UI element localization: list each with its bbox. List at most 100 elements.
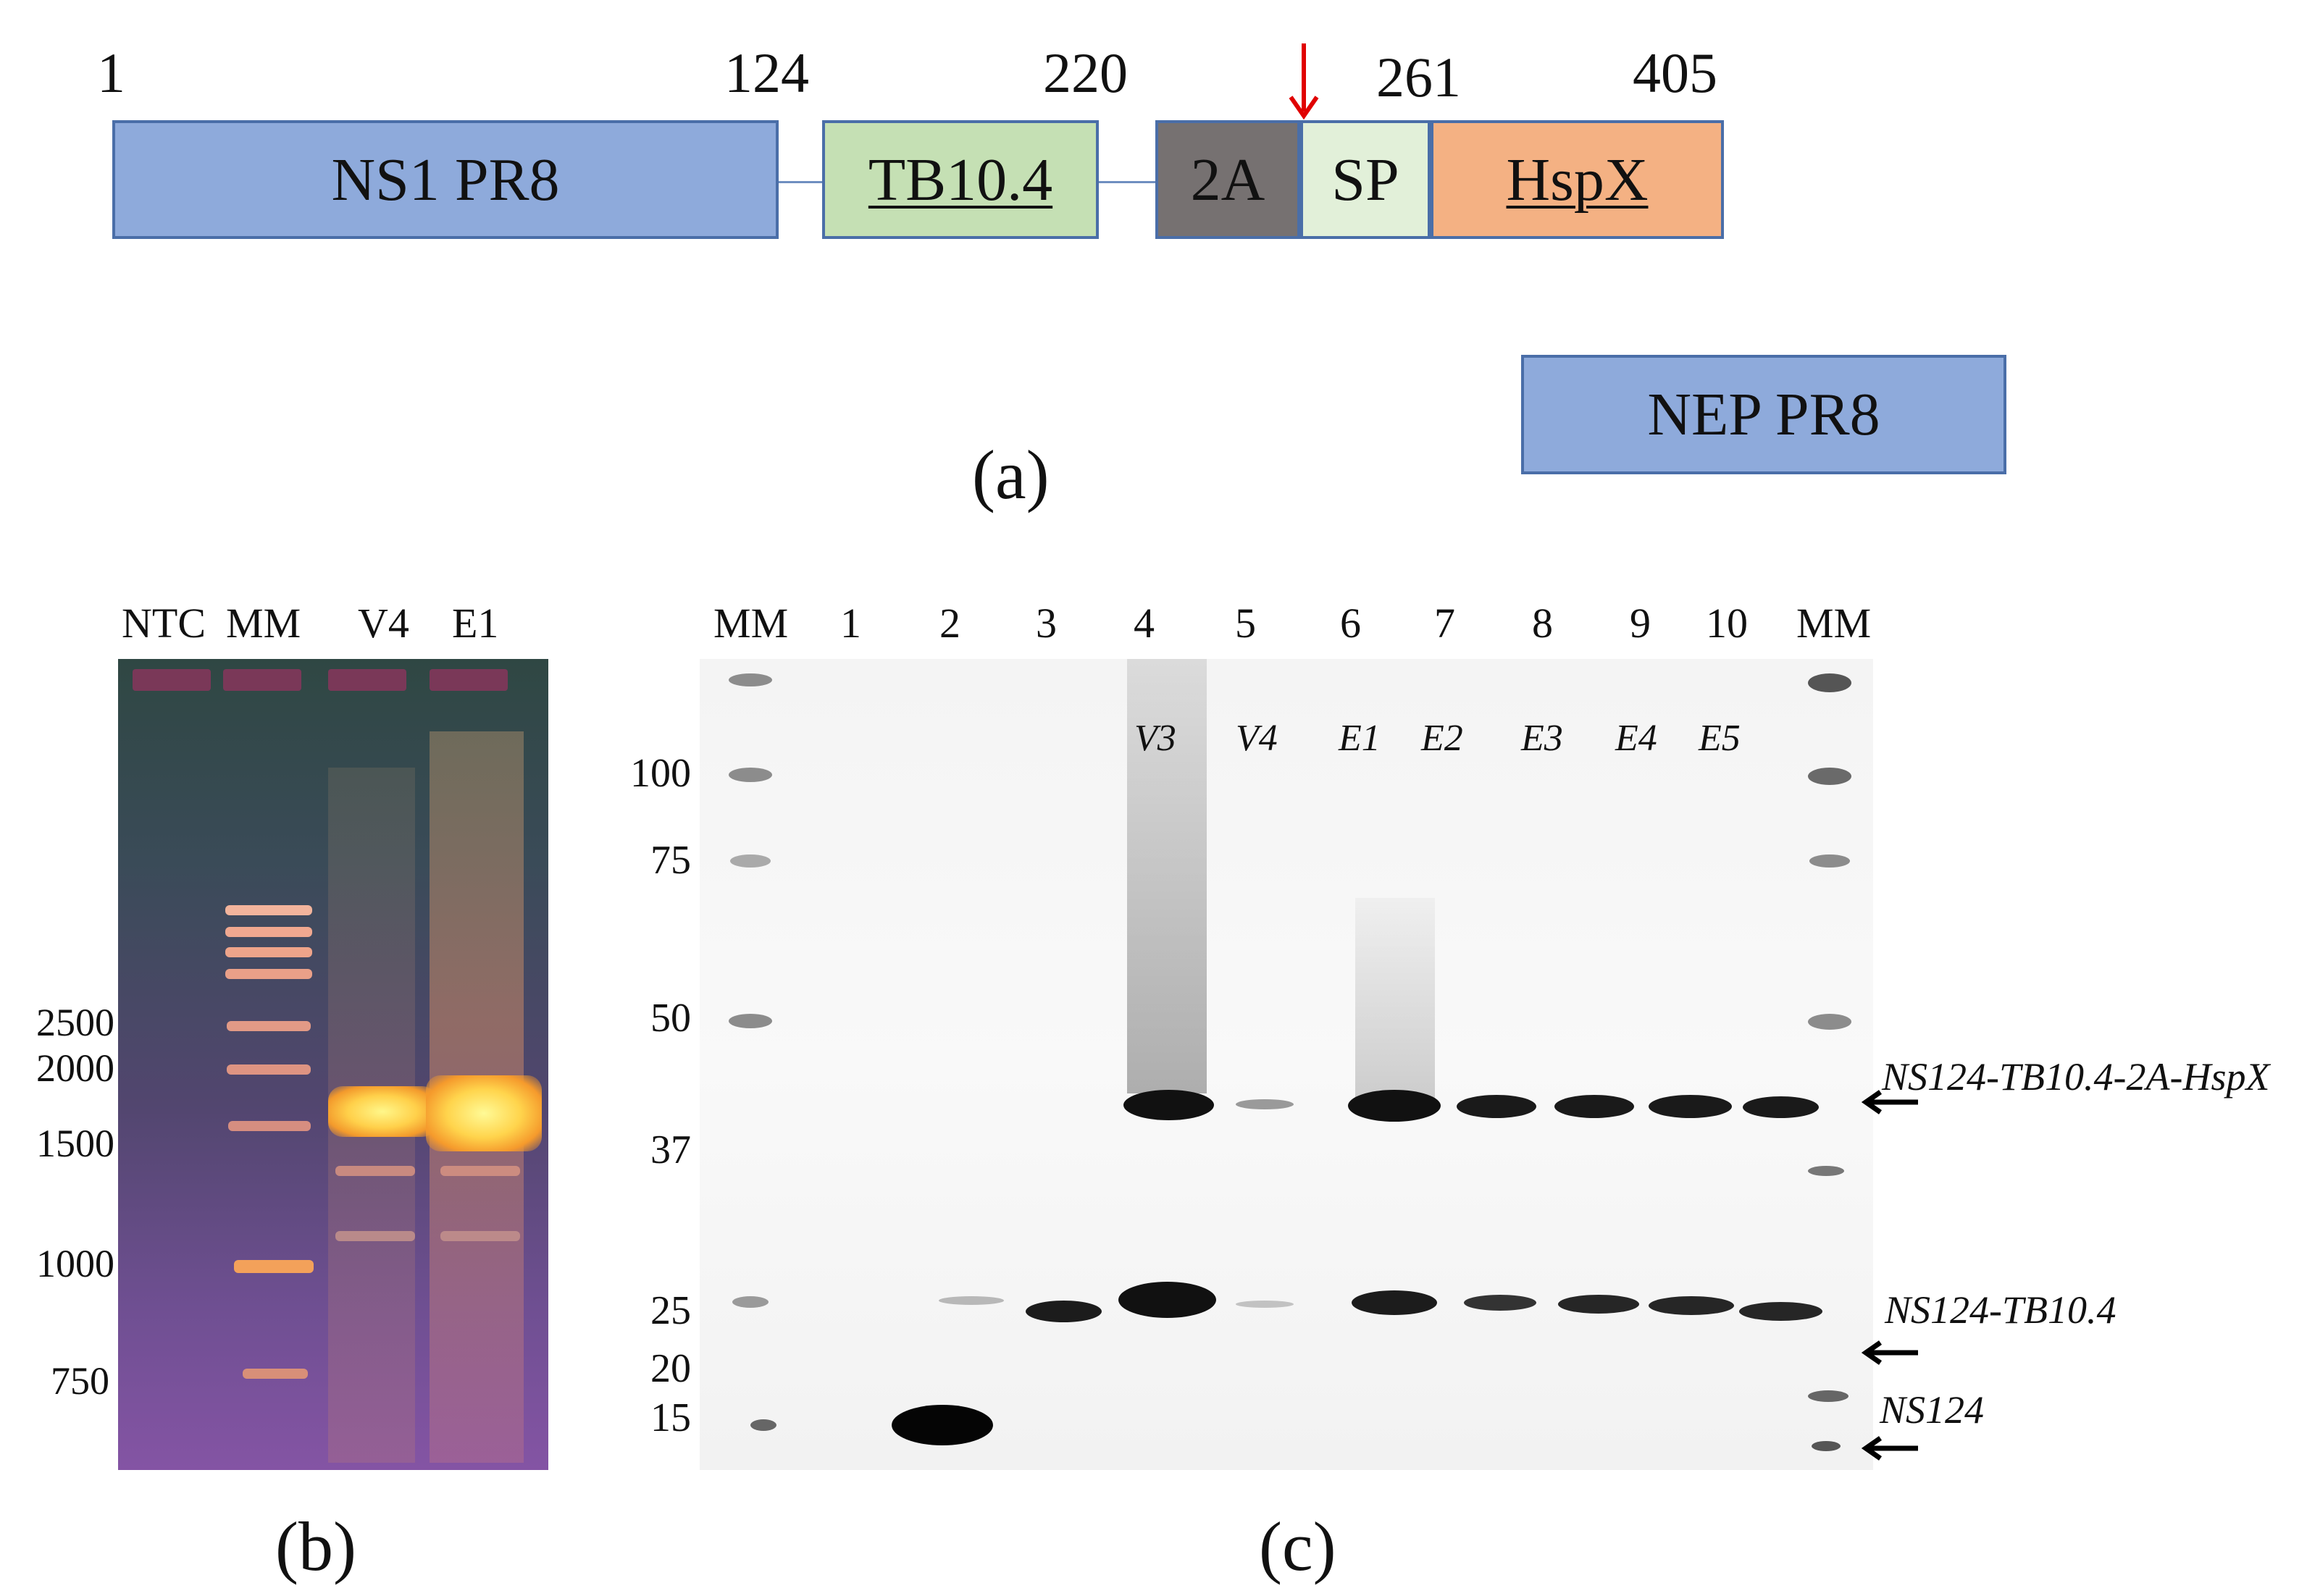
marker-band (1808, 673, 1851, 692)
lane-label: 4 (1134, 600, 1155, 647)
marker-label-kda: 15 (650, 1395, 691, 1440)
ladder-band (225, 905, 312, 915)
lane-label: 2 (939, 600, 960, 647)
marker-band (730, 854, 771, 868)
secondary-band (440, 1231, 520, 1241)
arrow-left-icon (1862, 1340, 1918, 1365)
lane-smear (1127, 659, 1207, 1093)
blot-band-fusion (1123, 1090, 1214, 1120)
segment-2a: 2A (1155, 120, 1300, 239)
marker-band (732, 1296, 769, 1308)
position-label-405: 405 (1633, 41, 1717, 104)
arrow-left-icon (1862, 1436, 1918, 1461)
lane-label: MM (713, 600, 789, 647)
caption-c: (c) (1259, 1508, 1336, 1585)
secondary-band (335, 1231, 415, 1241)
blot-band-ns124-tb10 (1739, 1302, 1822, 1321)
blot-band-fusion (1649, 1095, 1732, 1118)
secondary-band (335, 1166, 415, 1176)
ladder-band (228, 1121, 311, 1131)
band-annotation: NS124 (1880, 1388, 1985, 1432)
marker-band (1812, 1441, 1841, 1451)
lane-label: MM (226, 600, 301, 647)
blot-band-ns124-tb10 (1026, 1301, 1102, 1322)
sample-label: E2 (1421, 718, 1463, 759)
western-blot-image (700, 659, 1873, 1470)
marker-band (729, 768, 772, 782)
position-label-1: 1 (97, 41, 125, 104)
gel-well (223, 669, 301, 691)
lane-label: 1 (840, 600, 861, 647)
marker-label-kda: 20 (650, 1346, 691, 1391)
segment-label: NS1 PR8 (331, 146, 560, 214)
gel-well (328, 669, 406, 691)
position-label-124: 124 (724, 41, 809, 104)
blot-band-fusion (1743, 1096, 1819, 1118)
blot-band-ns124-tb10 (1352, 1290, 1437, 1315)
lane-label: 8 (1532, 600, 1553, 647)
segment-label: HspX (1506, 146, 1649, 214)
secondary-band (440, 1166, 520, 1176)
lane-label: 10 (1706, 600, 1748, 647)
agarose-gel-image (118, 659, 548, 1470)
blot-band-fusion (1236, 1099, 1294, 1109)
gel-well (430, 669, 508, 691)
band-annotation: NS124-TB10.4-2A-HspX (1882, 1055, 2270, 1099)
blot-band-ns124-tb10 (1649, 1296, 1734, 1315)
nep-label: NEP PR8 (1647, 381, 1880, 448)
dna-band-e1 (426, 1075, 542, 1151)
blot-band-fusion (1457, 1095, 1536, 1118)
segment-sp: SP (1300, 120, 1431, 239)
band-annotation: NS124-TB10.4 (1885, 1288, 2117, 1332)
sample-label: V3 (1134, 718, 1176, 759)
blot-band-ns124-tb10 (1558, 1295, 1639, 1314)
blot-band-ns124-tb10 (1118, 1282, 1216, 1318)
nep-pr8-box: NEP PR8 (1521, 355, 2006, 474)
linker-line (779, 181, 822, 183)
ladder-band (243, 1369, 308, 1379)
ladder-band (227, 1064, 311, 1075)
caption-a: (a) (972, 436, 1050, 513)
segment-label: 2A (1190, 146, 1265, 214)
lane-label: 7 (1434, 600, 1455, 647)
marker-band (729, 1014, 772, 1028)
arrow-left-icon (1862, 1090, 1918, 1114)
marker-label-kda: 100 (630, 751, 691, 796)
blot-band-fusion (1554, 1095, 1634, 1118)
size-label: 750 (51, 1359, 109, 1403)
marker-label-kda: 37 (650, 1127, 691, 1172)
lane-label: 6 (1340, 600, 1361, 647)
blot-band-fusion (1348, 1090, 1441, 1122)
segment-tb10-4: TB10.4 (822, 120, 1099, 239)
segment-label: SP (1331, 146, 1399, 214)
size-label: 1500 (36, 1122, 114, 1165)
lane-label: NTC (122, 600, 206, 647)
ladder-band (234, 1260, 314, 1273)
blot-band-ns124-tb10 (1464, 1295, 1536, 1311)
marker-band (1808, 1390, 1848, 1402)
size-label: 1000 (36, 1242, 114, 1285)
position-label-220: 220 (1043, 41, 1128, 104)
linker-line (1099, 181, 1155, 183)
lane-label: 5 (1235, 600, 1256, 647)
size-label: 2000 (36, 1046, 114, 1090)
size-label: 2500 (36, 1001, 114, 1044)
segment-label: TB10.4 (868, 146, 1053, 214)
blot-band-ns124 (892, 1405, 993, 1445)
position-label-261: 261 (1376, 46, 1461, 109)
caption-b: (b) (275, 1508, 356, 1585)
sample-label: E3 (1521, 718, 1563, 759)
segment-hspx: HspX (1431, 120, 1724, 239)
marker-band (1808, 1014, 1851, 1030)
marker-label-kda: 75 (650, 838, 691, 883)
blot-band-ns124-tb10 (1236, 1301, 1294, 1308)
sample-label: E5 (1699, 718, 1741, 759)
marker-band (1809, 854, 1850, 868)
ladder-band (225, 947, 312, 957)
ladder-band (225, 969, 312, 979)
lane-label: V4 (358, 600, 409, 647)
lane-label: MM (1796, 600, 1872, 647)
marker-label-kda: 50 (650, 996, 691, 1041)
lane-label: 3 (1036, 600, 1057, 647)
lane-label: 9 (1630, 600, 1651, 647)
